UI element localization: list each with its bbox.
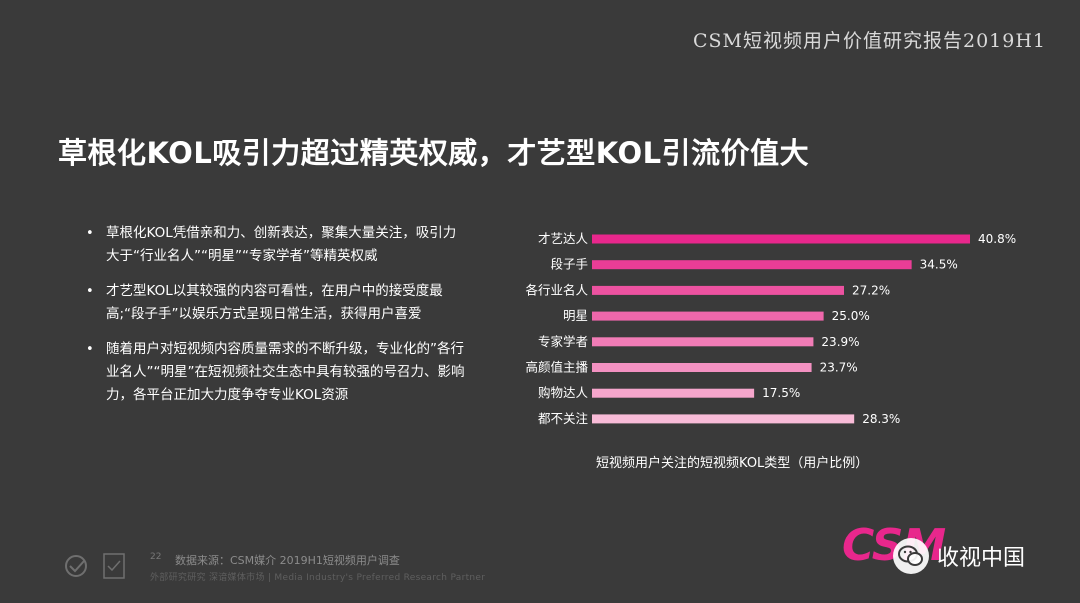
bar	[592, 260, 912, 270]
category-label: 都不关注	[538, 411, 589, 426]
bar	[592, 285, 844, 295]
wechat-account-name: 收视中国	[937, 546, 1026, 571]
certification-badges-icon	[65, 553, 125, 579]
kol-bar-chart: 才艺达人 40.8% 段子手 34.5% 各行业名人 27.2% 明星 25.0% 专家学者 23…	[500, 225, 1060, 435]
value-label: 17.5%	[762, 386, 800, 400]
wechat-account[interactable]: 收视中国	[893, 538, 1025, 574]
footer-tagline: 外部研究研究 深谙媒体市场 | Media Industry's Preferr…	[150, 573, 486, 583]
value-label: 23.9%	[821, 335, 859, 349]
category-label: 专家学者	[538, 334, 588, 349]
bar	[592, 388, 755, 398]
bullet-dot-icon: •	[86, 226, 94, 241]
value-label: 25.0%	[832, 309, 870, 323]
value-label: 27.2%	[852, 283, 890, 297]
bar	[592, 311, 824, 321]
bullet-item: • 草根化KOL凭借亲和力、创新表达，聚集大量关注，吸引力大于“行业名人”“明星…	[86, 222, 466, 268]
bar	[592, 363, 812, 372]
bar	[592, 234, 970, 244]
bullet-text: 才艺型KOL以其较强的内容可看性，在用户中的接受度最高;“段子手”以娱乐方式呈现…	[106, 283, 443, 322]
value-label: 40.8%	[978, 232, 1016, 246]
chart-caption: 短视频用户关注的短视频KOL类型（用户比例）	[596, 456, 869, 471]
wechat-icon	[893, 538, 929, 574]
category-label: 段子手	[550, 257, 588, 272]
bullet-dot-icon: •	[86, 284, 94, 299]
data-source: 数据来源：CSM媒介 2019H1短视频用户调查	[175, 554, 400, 567]
slide-title: 草根化KOL吸引力超过精英权威，才艺型KOL引流价值大	[58, 136, 810, 170]
bullet-item: • 随着用户对短视频内容质量需求的不断升级，专业化的”各行业名人”“明星”在短视…	[86, 338, 466, 407]
bar	[592, 337, 814, 347]
bullet-text: 随着用户对短视频内容质量需求的不断升级，专业化的”各行业名人”“明星”在短视频社…	[106, 341, 465, 403]
category-label: 才艺达人	[538, 231, 589, 246]
kol-bar-chart-svg: 才艺达人 40.8% 段子手 34.5% 各行业名人 27.2% 明星 25.0% 专家学者 23…	[525, 231, 1016, 426]
category-label: 明星	[563, 308, 588, 323]
bullet-text: 草根化KOL凭借亲和力、创新表达，聚集大量关注，吸引力大于“行业名人”“明星”“…	[106, 225, 457, 264]
bullet-dot-icon: •	[86, 342, 94, 357]
bullet-list: • 草根化KOL凭借亲和力、创新表达，聚集大量关注，吸引力大于“行业名人”“明星…	[86, 222, 466, 419]
bullet-item: • 才艺型KOL以其较强的内容可看性，在用户中的接受度最高;“段子手”以娱乐方式…	[86, 280, 466, 326]
value-label: 34.5%	[920, 258, 958, 272]
value-label: 23.7%	[820, 361, 858, 375]
category-label: 购物达人	[538, 385, 589, 400]
bar	[592, 414, 855, 424]
value-label: 28.3%	[862, 412, 900, 426]
page-number: 22	[150, 552, 162, 562]
category-label: 高颜值主播	[525, 360, 588, 375]
category-label: 各行业名人	[525, 282, 588, 297]
report-title: CSM短视频用户价值研究报告2019H1	[692, 30, 1046, 52]
